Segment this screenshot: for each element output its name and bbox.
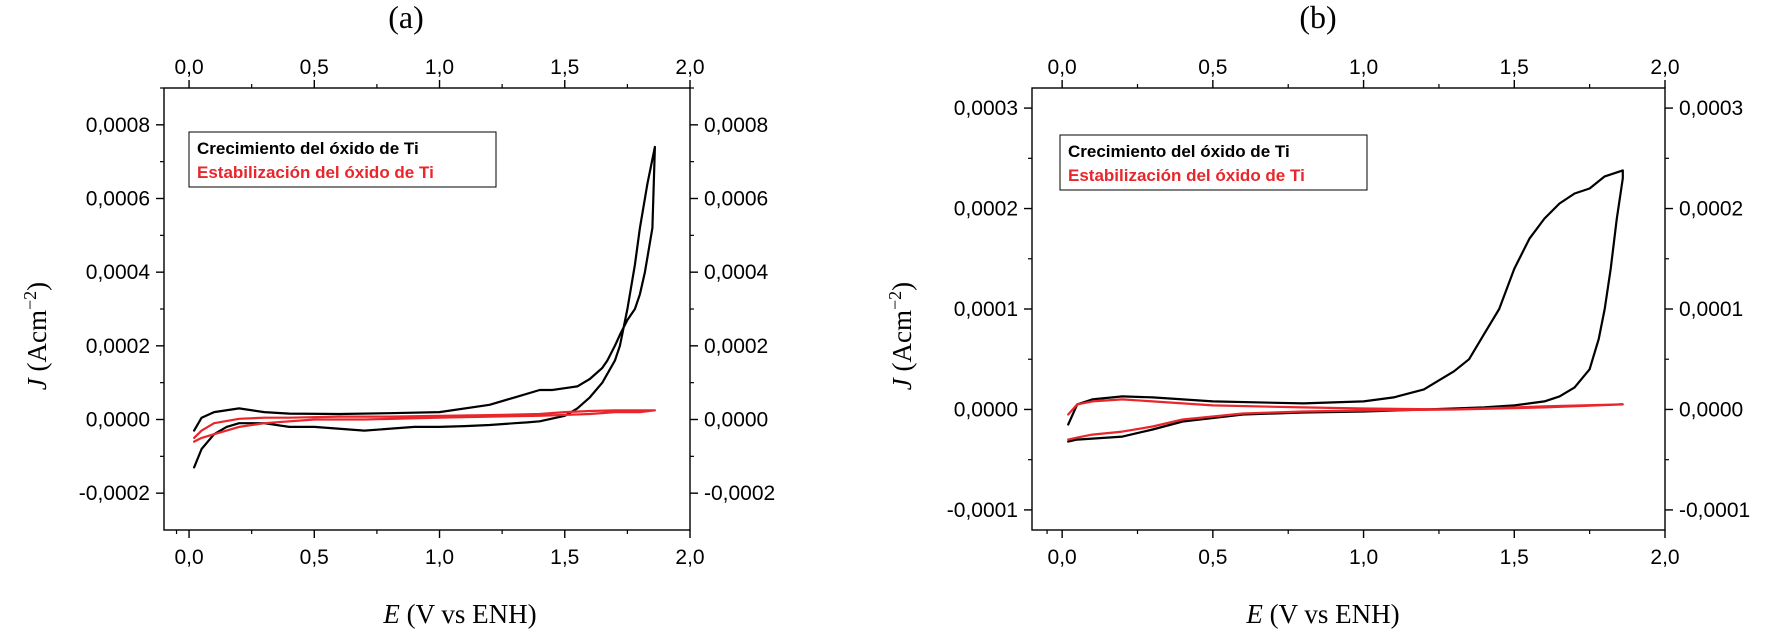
plot-area-b: 0,0 0,0 0,5 0,5 1,0 1,0 1,5 1,5 2,0 2,0 -0,0001 -0,… [947, 56, 1750, 569]
y-tick-label-left-a: 0,0002 [86, 335, 150, 358]
x-tick-label-bottom-b: 1,5 [1500, 546, 1529, 569]
x-tick-label-bottom-a: 0,0 [174, 546, 203, 569]
x-tick-label-bottom-b: 1,0 [1349, 546, 1378, 569]
y-tick-label-left-b: 0,0003 [954, 97, 1018, 120]
legend-a: Crecimiento del óxido de Ti Estabilizaci… [188, 131, 497, 188]
legend-item-estabilizacion-a: Estabilización del óxido de Ti [197, 163, 434, 182]
y-tick-label-right-a: 0,0004 [704, 261, 769, 284]
y-tick-label-left-a: 0,0006 [86, 188, 150, 211]
y-tick-label-right-a: -0,0002 [704, 482, 775, 505]
panel-label-b: (b) [1299, 0, 1336, 35]
y-tick-label-left-b: 0,0001 [954, 298, 1018, 321]
y-tick-label-left-a: 0,0008 [86, 114, 150, 137]
y-tick-label-right-b: 0,0001 [1679, 298, 1743, 321]
panel-b: (b) J (Acm−2) E (V vs ENH) 0,0 0,0 0,5 0,5 1… [885, 0, 1750, 629]
y-tick-label-right-b: -0,0001 [1679, 499, 1750, 522]
legend-box-a [188, 131, 497, 188]
y-tick-label-right-a: 0,0006 [704, 188, 768, 211]
x-tick-label-bottom-b: 0,0 [1048, 546, 1077, 569]
y-tick-label-left-a: 0,0000 [86, 409, 150, 432]
legend-b: Crecimiento del óxido de Ti Estabilizaci… [1059, 134, 1368, 191]
y-tick-label-right-b: 0,0003 [1679, 97, 1743, 120]
x-tick-label-top-b: 2,0 [1650, 56, 1679, 79]
y-axis-title-a: J (Acm−2) [20, 282, 52, 390]
y-axis-title-b: J (Acm−2) [885, 282, 917, 390]
x-tick-label-bottom-a: 1,5 [550, 546, 579, 569]
x-tick-label-top-b: 1,5 [1500, 56, 1529, 79]
series-line-estabilizacion-b [1067, 398, 1624, 441]
x-tick-label-top-a: 2,0 [675, 56, 704, 79]
x-tick-label-top-a: 0,5 [300, 56, 329, 79]
y-tick-label-right-b: 0,0002 [1679, 198, 1743, 221]
y-tick-label-left-a: 0,0004 [86, 261, 151, 284]
y-tick-label-right-a: 0,0000 [704, 409, 768, 432]
legend-box-b [1059, 134, 1368, 191]
x-axis-title-a: E (V vs ENH) [382, 599, 536, 629]
x-tick-label-bottom-a: 2,0 [675, 546, 704, 569]
y-tick-label-right-b: 0,0000 [1679, 398, 1743, 421]
x-tick-label-bottom-b: 2,0 [1650, 546, 1679, 569]
y-tick-label-left-a: -0,0002 [79, 482, 150, 505]
panel-label-a: (a) [388, 0, 424, 35]
y-tick-label-left-b: 0,0000 [954, 398, 1018, 421]
legend-item-crecimiento-b: Crecimiento del óxido de Ti [1068, 142, 1290, 161]
x-tick-label-bottom-b: 0,5 [1198, 546, 1227, 569]
x-tick-label-top-b: 0,5 [1198, 56, 1227, 79]
x-axis-title-b: E (V vs ENH) [1245, 599, 1399, 629]
x-tick-label-top-b: 1,0 [1349, 56, 1378, 79]
x-tick-label-bottom-a: 0,5 [300, 546, 329, 569]
legend-item-estabilizacion-b: Estabilización del óxido de Ti [1068, 166, 1305, 185]
y-tick-label-left-b: 0,0002 [954, 198, 1018, 221]
x-tick-label-top-a: 1,0 [425, 56, 454, 79]
y-tick-label-right-a: 0,0002 [704, 335, 768, 358]
y-tick-label-right-a: 0,0008 [704, 114, 768, 137]
x-tick-label-top-b: 0,0 [1048, 56, 1077, 79]
series-line-crecimiento-a [193, 145, 656, 469]
panel-a: (a) J (Acm−2) E (V vs ENH) 0,0 0,0 0,5 0,5 1… [20, 0, 775, 629]
plot-area-a: 0,0 0,0 0,5 0,5 1,0 1,0 1,5 1,5 2,0 2,0 -0,0002 -0,… [79, 56, 775, 569]
series-line-estabilizacion-a [193, 409, 656, 443]
y-tick-label-left-b: -0,0001 [947, 499, 1018, 522]
x-tick-label-bottom-a: 1,0 [425, 546, 454, 569]
x-tick-label-top-a: 0,0 [174, 56, 203, 79]
legend-item-crecimiento-a: Crecimiento del óxido de Ti [197, 139, 419, 158]
x-tick-label-top-a: 1,5 [550, 56, 579, 79]
